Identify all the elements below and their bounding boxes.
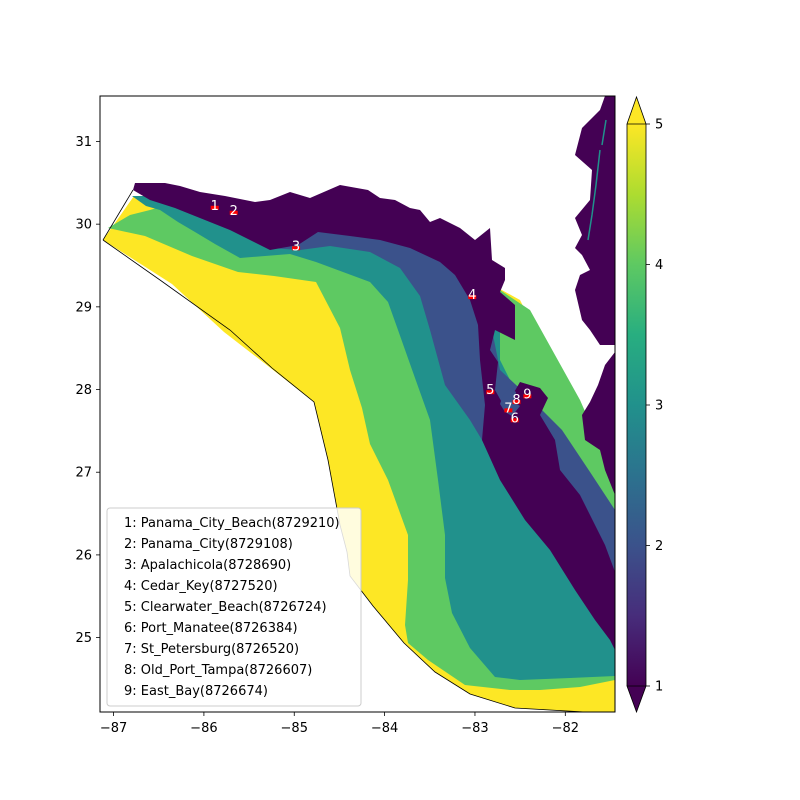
legend-entry: 8: Old_Port_Tampa(8726607)	[124, 663, 312, 678]
station-marker	[210, 205, 219, 210]
x-tick-label: −86	[190, 721, 217, 736]
colorbar-gradient	[627, 124, 646, 686]
y-tick-label: 31	[75, 135, 92, 150]
station-label: 4	[468, 288, 476, 303]
y-axis: 25 26 27 28 29 30 31	[75, 135, 100, 646]
station-marker	[292, 246, 301, 251]
legend-entry: 5: Clearwater_Beach(8726724)	[124, 600, 327, 615]
colorbar-extend-min	[626, 685, 647, 714]
legend-entry: 1: Panama_City_Beach(8729210)	[124, 516, 340, 531]
station-marker	[504, 408, 513, 413]
station-marker	[512, 400, 521, 405]
station-marker	[468, 295, 477, 300]
y-tick-label: 25	[75, 631, 92, 646]
colorbar-tick-label: 2	[655, 539, 663, 554]
colorbar-tick-label: 4	[655, 258, 663, 273]
legend-entry: 6: Port_Manatee(8726384)	[124, 621, 298, 636]
stations-layer: 1 2 3 4 5 678 9	[211, 199, 532, 426]
y-tick-label: 29	[75, 300, 92, 315]
x-tick-label: −84	[371, 721, 398, 736]
x-axis: −87 −86 −85 −84 −83 −82	[100, 712, 579, 736]
station-marker	[510, 418, 519, 423]
legend-entry: 7: St_Petersburg(8726520)	[124, 642, 299, 657]
colorbar-tick-label: 3	[655, 399, 663, 414]
station-label: 5	[486, 383, 494, 398]
x-tick-label: −85	[281, 721, 308, 736]
legend-entry: 9: East_Bay(8726674)	[124, 684, 268, 699]
station-legend: 1: Panama_City_Beach(8729210) 2: Panama_C…	[106, 507, 362, 707]
colorbar-tick-label: 5	[655, 118, 663, 133]
station-label: 3	[292, 239, 300, 254]
colorbar-extend-max	[626, 95, 647, 125]
station-label: 6	[511, 411, 519, 426]
map-area	[99, 95, 616, 713]
x-tick-label: −87	[100, 721, 127, 736]
legend-entry: 3: Apalachicola(8728690)	[124, 558, 291, 573]
inland-creek	[587, 119, 607, 241]
y-tick-label: 30	[75, 218, 92, 233]
station-label: 8	[512, 393, 520, 408]
station-label: 7	[504, 401, 512, 416]
station-label: 1	[211, 199, 219, 214]
legend-entry: 4: Cedar_Key(8727520)	[124, 579, 278, 594]
colorbar: 1 2 3 4 5	[626, 95, 663, 714]
y-tick-label: 26	[75, 548, 92, 563]
station-marker	[229, 210, 238, 215]
x-tick-label: −82	[552, 721, 579, 736]
station-marker	[523, 394, 532, 399]
station-marker	[486, 390, 495, 395]
axes-frame	[99, 95, 616, 713]
x-tick-label: −83	[461, 721, 488, 736]
legend-entry: 2: Panama_City(8729108)	[124, 537, 293, 552]
legend-box	[106, 507, 362, 707]
colorbar-tick-label: 1	[655, 680, 663, 695]
y-tick-label: 28	[75, 383, 92, 398]
station-label: 9	[523, 387, 531, 402]
station-label: 2	[230, 204, 238, 219]
y-tick-label: 27	[75, 466, 92, 481]
